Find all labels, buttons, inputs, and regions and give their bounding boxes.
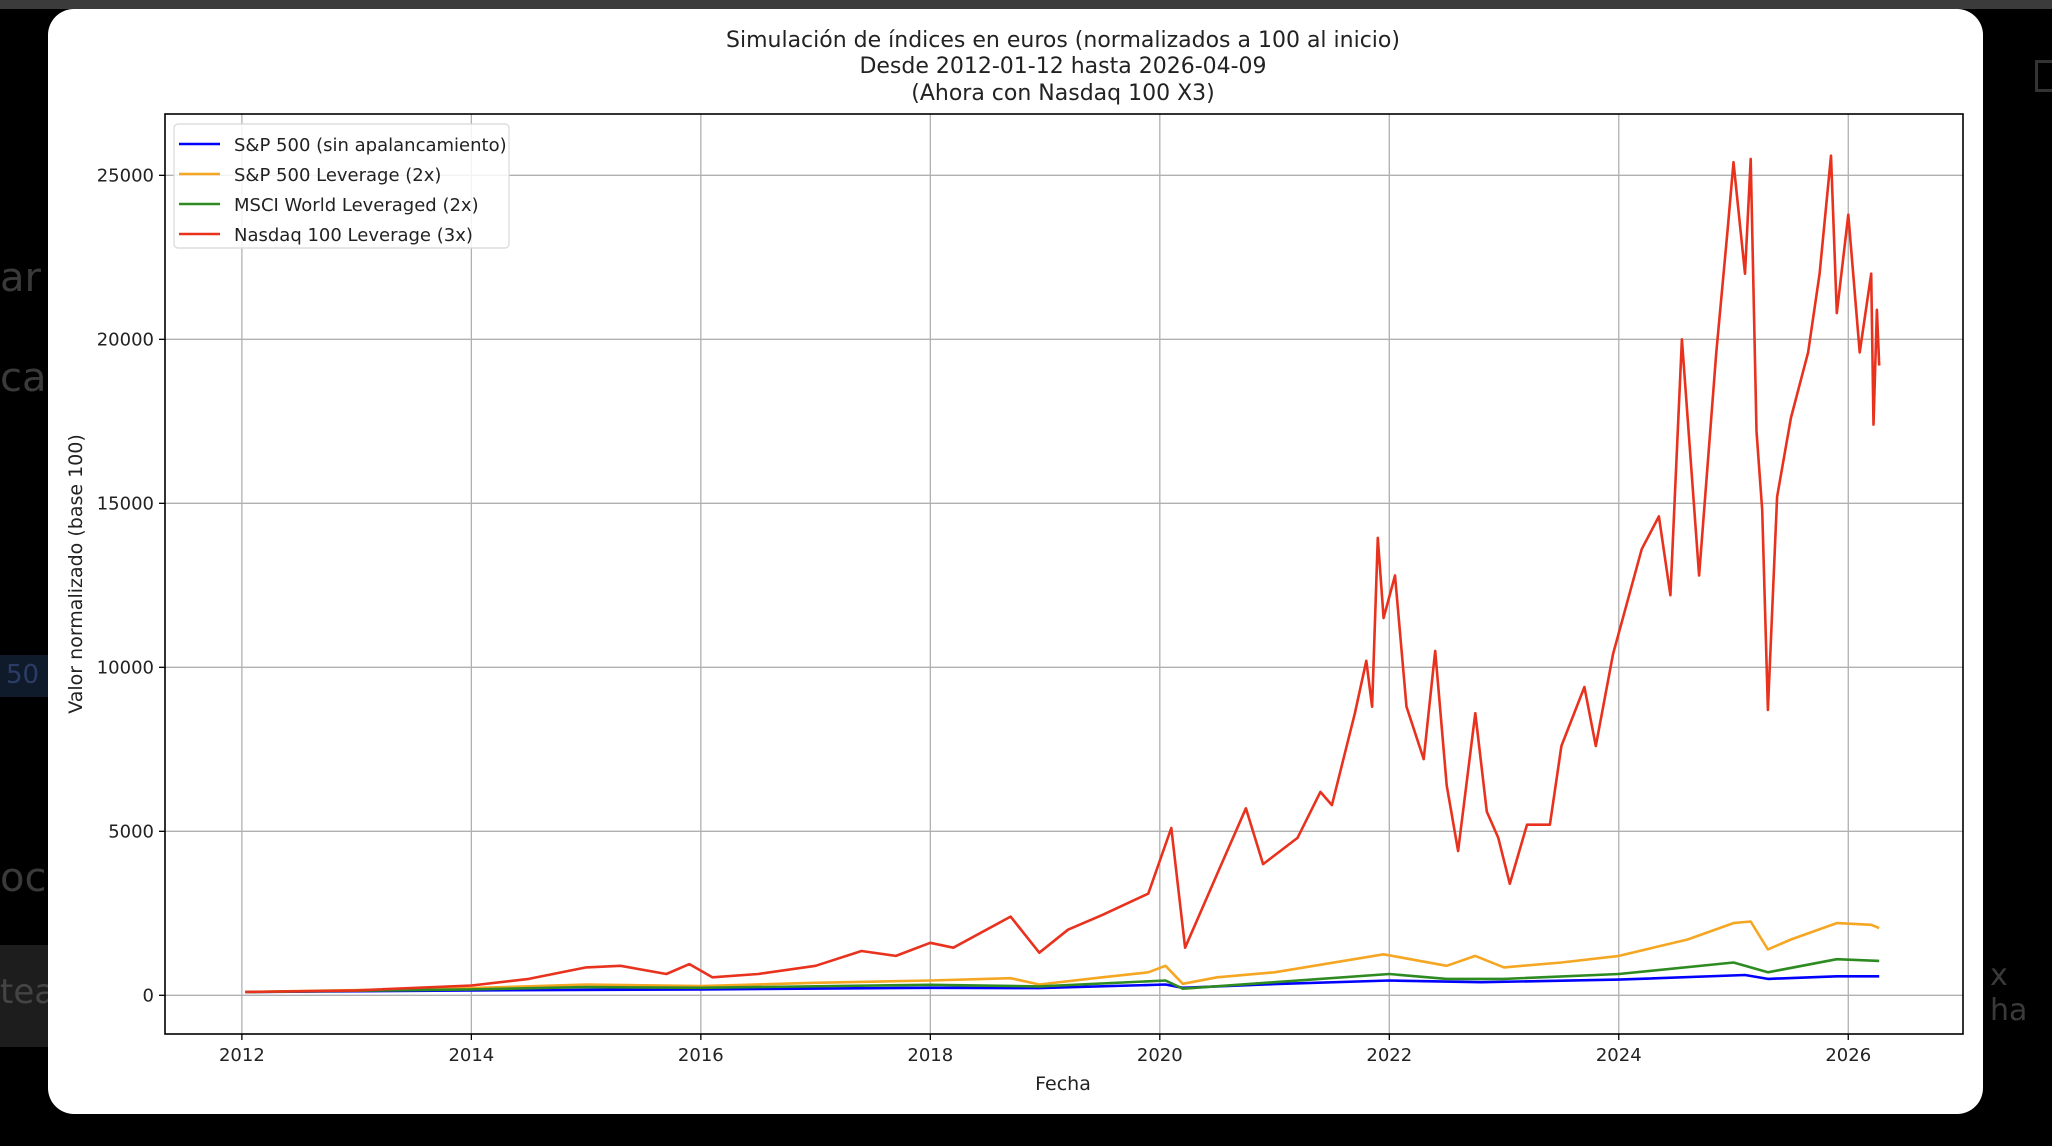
window-top-bar	[0, 0, 2052, 9]
chart-title-line-3: (Ahora con Nasdaq 100 X3)	[911, 81, 1215, 106]
y-tick-label: 25000	[97, 165, 154, 186]
x-tick-label: 2026	[1825, 1045, 1871, 1066]
x-tick-label: 2020	[1137, 1045, 1183, 1066]
series-line-1	[245, 920, 1880, 994]
background-text-fragment: tea	[0, 972, 56, 1012]
background-text-fragment: ar	[0, 255, 41, 301]
series-lines	[245, 154, 1881, 994]
plot-frame	[164, 113, 1964, 1035]
y-axis-label: Valor normalizado (base 100)	[65, 434, 87, 714]
y-tick-label: 0	[143, 985, 154, 1006]
legend-label-2: MSCI World Leveraged (2x)	[234, 195, 479, 216]
series-line-3	[245, 154, 1881, 994]
x-tick-label: 2018	[907, 1045, 953, 1066]
x-tick-label: 2022	[1366, 1045, 1412, 1066]
grid	[165, 114, 1963, 1034]
legend-label-3: Nasdaq 100 Leverage (3x)	[234, 225, 473, 246]
legend: S&P 500 (sin apalancamiento) S&P 500 Leve…	[173, 123, 510, 249]
background-text-fragment: 50	[6, 660, 40, 690]
chart-title-line-2: Desde 2012-01-12 hasta 2026-04-09	[859, 54, 1266, 79]
legend-label-0: S&P 500 (sin apalancamiento)	[234, 135, 507, 156]
background-badge	[0, 655, 48, 697]
series-line-0	[245, 973, 1880, 994]
x-tick-label: 2014	[448, 1045, 494, 1066]
bookmark-icon	[2035, 60, 2052, 92]
legend-box	[173, 123, 510, 249]
x-tick-label: 2016	[678, 1045, 724, 1066]
background-text-fragment: oci	[0, 855, 58, 901]
chart-title-line-1: Simulación de índices en euros (normaliz…	[726, 28, 1400, 53]
background-panel	[0, 945, 48, 1047]
x-tick-label: 2024	[1596, 1045, 1642, 1066]
y-tick-label: 15000	[97, 493, 154, 514]
ticks: 2012 2014 2016 2018 2020 2022 2024 2026 0 5000 100…	[97, 165, 1871, 1066]
y-tick-label: 5000	[108, 821, 154, 842]
x-tick-label: 2012	[219, 1045, 265, 1066]
background-text-fragment: x ha	[1990, 958, 2028, 1028]
y-tick-label: 10000	[97, 657, 154, 678]
x-axis-label: Fecha	[1035, 1073, 1091, 1095]
legend-label-1: S&P 500 Leverage (2x)	[234, 165, 441, 186]
series-line-2	[245, 957, 1880, 994]
y-tick-label: 20000	[97, 329, 154, 350]
